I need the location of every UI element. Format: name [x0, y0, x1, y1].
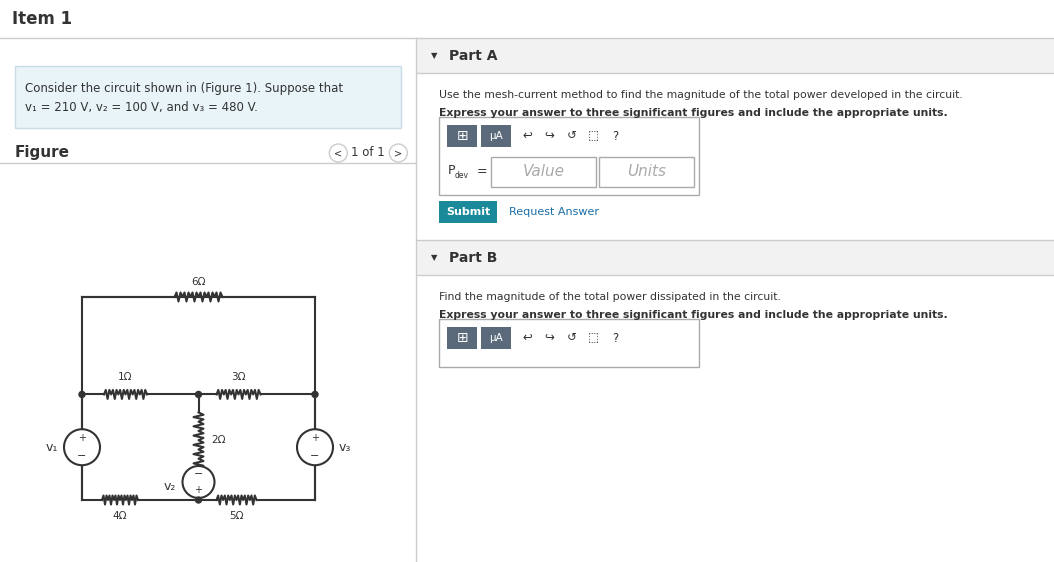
Text: 1 of 1: 1 of 1 — [351, 147, 385, 160]
Text: dev: dev — [454, 171, 468, 180]
Text: v₁: v₁ — [45, 441, 58, 454]
Text: ↪: ↪ — [545, 332, 554, 345]
Text: ⊞: ⊞ — [456, 129, 468, 143]
Text: 6Ω: 6Ω — [191, 277, 206, 287]
Circle shape — [312, 392, 318, 397]
Text: μA: μA — [489, 333, 503, 343]
Text: Request Answer: Request Answer — [509, 207, 600, 217]
Text: ↩: ↩ — [523, 129, 532, 143]
Circle shape — [297, 429, 333, 465]
Text: ↺: ↺ — [566, 129, 577, 143]
Text: −: − — [194, 469, 203, 479]
Text: v₂: v₂ — [164, 479, 176, 492]
Text: <: < — [334, 148, 343, 158]
FancyBboxPatch shape — [482, 327, 511, 349]
Text: Express your answer to three significant figures and include the appropriate uni: Express your answer to three significant… — [440, 108, 949, 118]
FancyBboxPatch shape — [482, 125, 511, 147]
Text: Part B: Part B — [449, 251, 497, 265]
Text: =: = — [476, 165, 487, 179]
Text: ▼: ▼ — [431, 253, 437, 262]
Text: v₃: v₃ — [339, 441, 351, 454]
FancyBboxPatch shape — [447, 327, 477, 349]
Circle shape — [389, 144, 407, 162]
Text: Value: Value — [523, 165, 565, 179]
Text: 3Ω: 3Ω — [231, 373, 246, 382]
Text: ▼: ▼ — [431, 51, 437, 60]
Circle shape — [195, 497, 201, 503]
Circle shape — [195, 392, 201, 397]
Text: Submit: Submit — [446, 207, 490, 217]
Text: +: + — [78, 433, 86, 443]
Text: +: + — [195, 485, 202, 495]
Circle shape — [79, 392, 85, 397]
Text: Use the mesh-current method to find the magnitude of the total power developed i: Use the mesh-current method to find the … — [440, 90, 963, 100]
Text: Express your answer to three significant figures and include the appropriate uni: Express your answer to three significant… — [440, 310, 949, 320]
Text: −: − — [310, 451, 319, 461]
FancyBboxPatch shape — [447, 125, 477, 147]
FancyBboxPatch shape — [491, 157, 597, 187]
Text: ⬚: ⬚ — [588, 332, 599, 345]
Text: Item 1: Item 1 — [12, 10, 72, 28]
FancyBboxPatch shape — [15, 66, 402, 128]
Text: >: > — [394, 148, 403, 158]
FancyBboxPatch shape — [417, 240, 1054, 275]
FancyBboxPatch shape — [417, 38, 1054, 73]
FancyBboxPatch shape — [440, 201, 497, 223]
Text: 4Ω: 4Ω — [113, 511, 128, 521]
Text: Consider the circuit shown in (Figure 1). Suppose that: Consider the circuit shown in (Figure 1)… — [25, 82, 344, 95]
Text: ⊞: ⊞ — [456, 331, 468, 345]
Text: −: − — [77, 451, 86, 461]
Circle shape — [64, 429, 100, 465]
Text: ↩: ↩ — [523, 332, 532, 345]
Text: ?: ? — [612, 129, 619, 143]
Text: v₁ = 210 V, v₂ = 100 V, and v₃ = 480 V.: v₁ = 210 V, v₂ = 100 V, and v₃ = 480 V. — [25, 101, 258, 114]
FancyBboxPatch shape — [440, 319, 700, 367]
FancyBboxPatch shape — [600, 157, 695, 187]
Text: ?: ? — [612, 332, 619, 345]
Text: Find the magnitude of the total power dissipated in the circuit.: Find the magnitude of the total power di… — [440, 292, 781, 302]
Text: ↪: ↪ — [545, 129, 554, 143]
FancyBboxPatch shape — [440, 117, 700, 195]
Text: μA: μA — [489, 131, 503, 141]
Circle shape — [182, 466, 215, 498]
Text: Part A: Part A — [449, 48, 497, 62]
Text: ↺: ↺ — [566, 332, 577, 345]
Text: ⬚: ⬚ — [588, 129, 599, 143]
Circle shape — [329, 144, 348, 162]
Text: Figure: Figure — [15, 146, 70, 161]
Text: +: + — [311, 433, 319, 443]
Text: 1Ω: 1Ω — [118, 373, 133, 382]
Text: 5Ω: 5Ω — [230, 511, 243, 521]
Text: 2Ω: 2Ω — [212, 435, 226, 445]
Text: Units: Units — [627, 165, 666, 179]
Text: P: P — [447, 164, 455, 176]
